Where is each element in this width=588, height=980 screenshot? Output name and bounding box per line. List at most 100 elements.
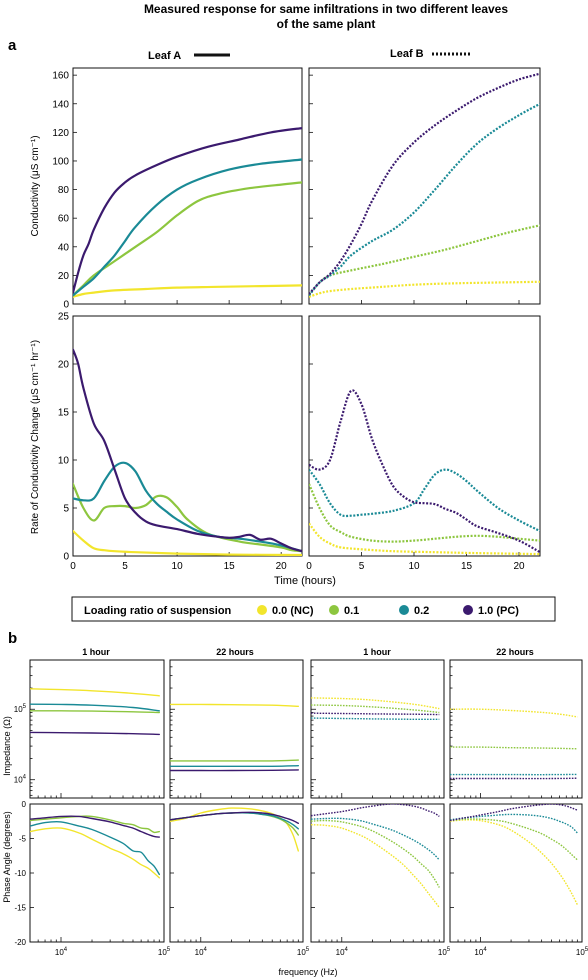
panel-b-label: b (8, 630, 17, 647)
y-tick-label: 100 (52, 156, 69, 167)
legend-item: 0.2 (399, 605, 429, 617)
y-tick-label: 120 (52, 128, 69, 139)
axes-frame (308, 315, 541, 557)
ylabel-conductivity: Conductivity (μS cm⁻¹) (30, 135, 41, 236)
axes-frame (169, 659, 304, 799)
x-tick-exponent: 5 (306, 947, 310, 953)
y-tick-label: 40 (58, 242, 70, 253)
series-line-0-2 (311, 717, 440, 721)
ylabel-rate: Rate of Conductivity Change (μS cm⁻¹ hr⁻… (30, 340, 41, 534)
x-tick-label: 20 (513, 561, 525, 572)
col-title-leafA-1h: 1 hour (82, 647, 110, 657)
col-title-leafB-22h: 22 hours (496, 647, 534, 657)
x-tick-label: 104 (474, 947, 487, 957)
series-line-0-0-NC (73, 529, 302, 556)
y-tick-label: 5 (63, 504, 69, 515)
series-line-0-0-NC (311, 824, 440, 908)
chart-phase_leafA_22h: 104 105 (169, 803, 310, 957)
leaf-a-header: Leaf A (148, 50, 230, 62)
y-tick-label: 0 (63, 300, 69, 311)
x-tick-exponent: 5 (447, 947, 451, 953)
series-line-0-2 (30, 703, 160, 712)
y-tick-label: 10 (58, 456, 70, 467)
ylabel-phase: Phase Angle (degrees) (2, 811, 12, 903)
legend-swatch (257, 605, 267, 615)
legend-swatch (329, 605, 339, 615)
x-tick-label: 104 (195, 947, 208, 957)
series-line-0-1 (73, 181, 302, 297)
chart-cond_leafB (308, 67, 541, 305)
x-tick-label: 104 (55, 947, 68, 957)
col-title-leafB-1h: 1 hour (363, 647, 391, 657)
series-line-0-2 (170, 765, 299, 768)
chart-rate_leafA: 0 5 10 15 20 0 5 10 15 20 25 (58, 312, 303, 572)
xlabel-frequency: frequency (Hz) (278, 967, 337, 977)
series-line-1-0-PC (30, 815, 160, 838)
series-line-0-0-NC (450, 819, 579, 906)
series-line-0-1 (30, 815, 160, 834)
legend-swatch (399, 605, 409, 615)
y-tick-label: 105 (14, 704, 27, 714)
series-line-0-1 (309, 483, 540, 543)
y-tick-exponent: 5 (23, 704, 27, 710)
leaf-b-label: Leaf B (390, 48, 424, 60)
series-line-1-0-PC (309, 72, 540, 295)
y-tick-label: -20 (14, 938, 26, 947)
legend-frame (71, 596, 556, 622)
x-tick-exponent: 4 (483, 947, 487, 953)
x-tick-exponent: 4 (204, 947, 208, 953)
x-tick-label: 10 (408, 561, 420, 572)
legend-item: 0.0 (NC) (257, 605, 314, 617)
panel-a-label: a (8, 37, 17, 54)
x-tick-exponent: 5 (585, 947, 588, 953)
y-tick-exponent: 4 (23, 775, 27, 781)
chart-imp_leafA_1h: 104 105 (14, 659, 165, 799)
series-line-0-1 (73, 482, 302, 553)
legend-items: 0.0 (NC) 0.1 0.2 1.0 (PC) (257, 605, 519, 617)
x-tick-label: 10 (172, 561, 184, 572)
x-tick-exponent: 5 (167, 947, 171, 953)
chart-imp_leafB_22h (449, 659, 583, 799)
series-line-0-2 (309, 102, 540, 297)
x-tick-label: 105 (438, 947, 451, 957)
axes-frame (29, 659, 165, 799)
leaf-a-label: Leaf A (148, 50, 181, 62)
series-line-0-1 (170, 759, 299, 762)
axes-frame (29, 803, 165, 943)
series-line-1-0-PC (309, 389, 540, 554)
series-line-0-0-NC (73, 284, 302, 298)
axes-frame (72, 315, 303, 557)
axes-frame (72, 67, 303, 305)
y-tick-label: -10 (14, 869, 26, 878)
legend-label: 0.2 (414, 605, 429, 617)
legend-swatch (463, 605, 473, 615)
y-tick-label: 15 (58, 408, 70, 419)
x-tick-label: 0 (306, 561, 312, 572)
axes-frame (169, 803, 304, 943)
series-line-0-0-NC (30, 688, 160, 697)
series-line-1-0-PC (30, 731, 160, 736)
series-line-0-2 (450, 813, 578, 834)
chart-imp_leafB_1h (310, 659, 445, 799)
x-tick-label: 105 (297, 947, 310, 957)
series-line-1-0-PC (73, 127, 302, 294)
series-line-0-1 (30, 710, 160, 714)
series-line-1-0-PC (311, 712, 440, 716)
x-tick-label: 20 (276, 561, 288, 572)
series-line-0-1 (450, 818, 578, 861)
series-line-0-2 (73, 158, 302, 297)
y-tick-label: 20 (58, 360, 70, 371)
series-line-1-0-PC (73, 348, 302, 553)
series-line-0-0-NC (311, 697, 440, 710)
x-tick-label: 105 (158, 947, 171, 957)
series-line-0-2 (30, 821, 160, 876)
y-tick-label: 80 (58, 185, 70, 196)
xlabel-time: Time (hours) (274, 575, 336, 587)
series-line-0-2 (309, 468, 540, 532)
series-line-0-1 (450, 746, 578, 750)
y-tick-label: 60 (58, 214, 70, 225)
x-tick-label: 105 (576, 947, 588, 957)
x-tick-label: 15 (461, 561, 473, 572)
legend-label: 1.0 (PC) (478, 605, 519, 617)
